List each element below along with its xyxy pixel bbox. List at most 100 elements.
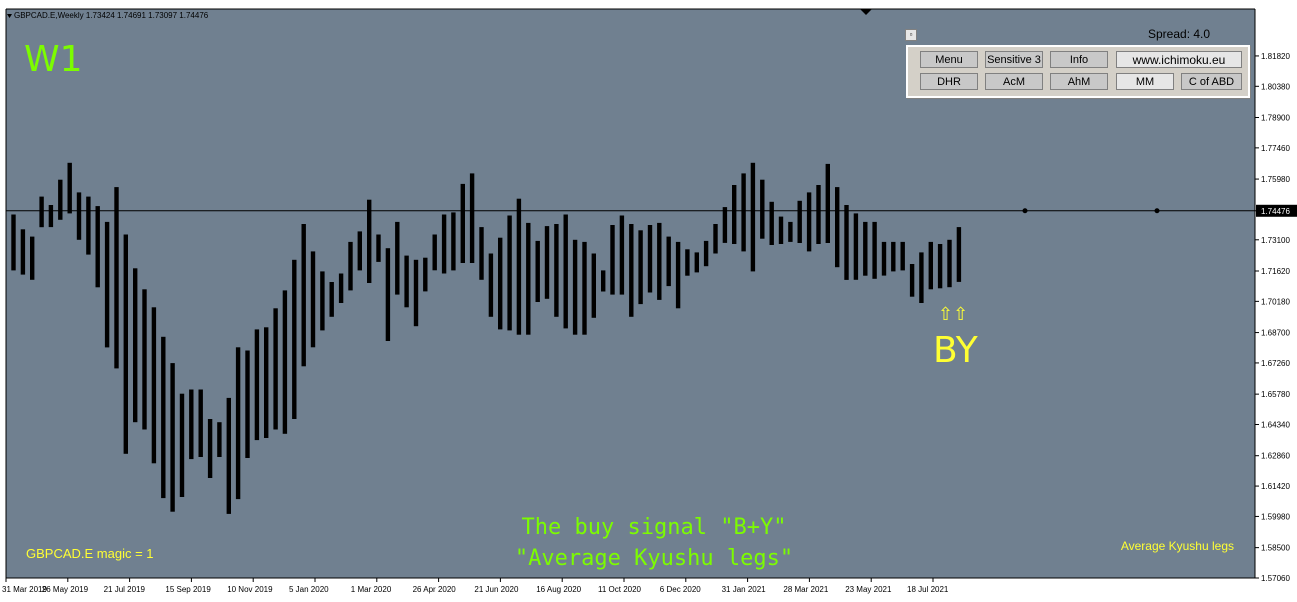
price-bar bbox=[338, 273, 344, 303]
price-bar bbox=[853, 213, 859, 280]
chart-header: GBPCAD.E,Weekly 1.73424 1.74691 1.73097 … bbox=[14, 11, 209, 20]
price-bar bbox=[245, 350, 250, 458]
price-bar bbox=[956, 227, 962, 282]
price-bar bbox=[909, 264, 915, 297]
price-bar bbox=[451, 212, 456, 271]
price-bar bbox=[629, 224, 634, 317]
current-price-line bbox=[6, 208, 1255, 214]
website-button[interactable]: www.ichimoku.eu bbox=[1116, 51, 1242, 68]
x-tick-label: 31 Jan 2021 bbox=[722, 585, 767, 594]
price-bar bbox=[301, 224, 306, 367]
price-bar bbox=[928, 241, 933, 290]
shift-marker-icon[interactable] bbox=[860, 9, 872, 15]
y-tick-label: 1.64340 bbox=[1261, 421, 1290, 430]
price-bar bbox=[582, 241, 587, 335]
price-bar bbox=[217, 422, 222, 457]
price-line-dot bbox=[1154, 208, 1160, 214]
acm-button[interactable]: AcM bbox=[985, 73, 1043, 90]
price-bar bbox=[937, 244, 943, 289]
mm-button[interactable]: MM bbox=[1116, 73, 1174, 90]
right-caption: Average Kyushu legs bbox=[1121, 539, 1234, 553]
ohlc-bars bbox=[11, 162, 962, 514]
y-tick-label: 1.80380 bbox=[1261, 82, 1290, 91]
x-tick-label: 6 Dec 2020 bbox=[660, 585, 701, 594]
price-line-dot bbox=[1022, 208, 1028, 214]
y-tick-label: 1.68700 bbox=[1261, 329, 1290, 338]
price-bar bbox=[544, 226, 550, 299]
price-bar bbox=[86, 196, 91, 255]
price-bar bbox=[685, 249, 690, 276]
price-bar bbox=[479, 227, 484, 280]
ahm-button[interactable]: AhM bbox=[1050, 73, 1108, 90]
price-bar bbox=[273, 308, 278, 430]
price-bar bbox=[657, 222, 662, 300]
y-tick-label: 1.65780 bbox=[1261, 390, 1290, 399]
price-bar bbox=[732, 185, 737, 244]
price-bar bbox=[310, 251, 316, 348]
x-tick-label: 1 Mar 2020 bbox=[351, 585, 392, 594]
price-bar bbox=[441, 214, 447, 274]
price-bar bbox=[170, 363, 175, 512]
price-bar bbox=[460, 183, 465, 263]
price-bar bbox=[264, 327, 269, 438]
price-bar bbox=[67, 162, 72, 214]
price-bar bbox=[404, 255, 409, 308]
spread-label: Spread: 4.0 bbox=[1148, 27, 1211, 41]
y-tick-label: 1.71620 bbox=[1261, 267, 1290, 276]
price-bar bbox=[563, 214, 568, 329]
x-tick-label: 26 May 2019 bbox=[42, 585, 89, 594]
price-bar bbox=[151, 307, 157, 464]
price-bar bbox=[872, 221, 877, 279]
minimize-icon[interactable]: ▫ bbox=[905, 29, 917, 41]
price-bar bbox=[282, 290, 288, 434]
price-bar bbox=[638, 230, 643, 305]
price-bar bbox=[881, 241, 887, 276]
price-bar bbox=[423, 257, 428, 292]
y-tick-label: 1.70180 bbox=[1261, 297, 1290, 306]
price-bar bbox=[891, 241, 896, 272]
y-tick-label: 1.62860 bbox=[1261, 452, 1290, 461]
price-bar bbox=[806, 192, 812, 252]
price-bar bbox=[161, 336, 166, 499]
x-tick-label: 10 Nov 2019 bbox=[227, 585, 273, 594]
price-bar bbox=[535, 240, 540, 302]
x-tick-label: 16 Aug 2020 bbox=[536, 585, 581, 594]
price-bar bbox=[675, 241, 681, 309]
price-bar bbox=[254, 329, 260, 441]
price-bar bbox=[123, 234, 128, 454]
price-bar bbox=[572, 239, 578, 335]
c-of-abd-button[interactable]: C of ABD bbox=[1181, 73, 1242, 90]
price-bar bbox=[760, 179, 765, 239]
y-tick-label: 1.74476 bbox=[1261, 207, 1290, 216]
sensitive-button[interactable]: Sensitive 3 bbox=[985, 51, 1043, 68]
header-dropdown-icon[interactable] bbox=[7, 14, 12, 18]
ichimoku-button-panel: Menu Sensitive 3 Info www.ichimoku.eu DH… bbox=[906, 45, 1250, 98]
price-bar bbox=[95, 206, 100, 288]
price-bar bbox=[498, 237, 503, 330]
price-bar bbox=[133, 268, 138, 423]
info-button[interactable]: Info bbox=[1050, 51, 1108, 68]
price-bar bbox=[788, 221, 793, 242]
price-bar bbox=[647, 225, 653, 293]
caption-line-2: "Average Kyushu legs" bbox=[515, 546, 793, 571]
price-bar bbox=[619, 215, 625, 295]
price-bar bbox=[694, 252, 699, 273]
price-bar bbox=[198, 389, 203, 457]
price-bar bbox=[189, 389, 194, 460]
caption-line-1: The buy signal "B+Y" bbox=[522, 515, 787, 540]
price-bar bbox=[142, 289, 147, 430]
price-bar bbox=[114, 187, 119, 369]
price-bar bbox=[919, 252, 924, 303]
price-bar bbox=[750, 162, 756, 272]
x-tick-label: 11 Oct 2020 bbox=[598, 585, 642, 594]
y-tick-label: 1.58500 bbox=[1261, 544, 1290, 553]
timeframe-label: W1 bbox=[24, 39, 83, 80]
menu-button[interactable]: Menu bbox=[920, 51, 978, 68]
price-bar bbox=[469, 173, 475, 263]
price-bar bbox=[104, 221, 110, 348]
price-bar bbox=[48, 205, 54, 228]
y-tick-label: 1.67260 bbox=[1261, 359, 1290, 368]
y-tick-label: 1.77460 bbox=[1261, 144, 1290, 153]
dhr-button[interactable]: DHR bbox=[920, 73, 978, 90]
